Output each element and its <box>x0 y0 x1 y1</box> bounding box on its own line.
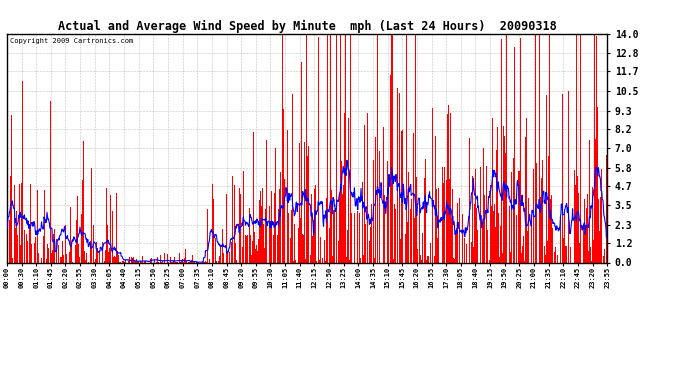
Text: Copyright 2009 Cartronics.com: Copyright 2009 Cartronics.com <box>10 38 133 44</box>
Title: Actual and Average Wind Speed by Minute  mph (Last 24 Hours)  20090318: Actual and Average Wind Speed by Minute … <box>58 20 556 33</box>
